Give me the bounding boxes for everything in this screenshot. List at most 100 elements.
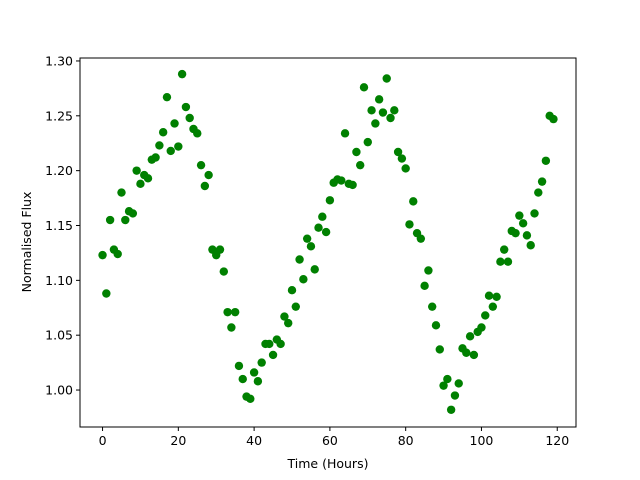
data-point: [499, 245, 509, 254]
data-point: [234, 361, 244, 371]
y-tick-label: 1.05: [45, 328, 73, 343]
data-point: [465, 332, 475, 341]
y-axis-label: Normalised Flux: [19, 192, 34, 293]
data-point: [386, 113, 395, 123]
data-point: [196, 160, 206, 170]
data-point: [166, 146, 175, 156]
data-point: [443, 374, 452, 384]
data-point: [257, 358, 266, 367]
data-point: [204, 170, 213, 180]
data-point: [265, 339, 274, 349]
data-point: [177, 69, 187, 79]
data-point: [287, 286, 297, 295]
data-point: [367, 106, 376, 115]
data-point: [492, 292, 501, 301]
data-point: [348, 180, 357, 190]
data-point: [249, 368, 259, 377]
data-point: [102, 289, 111, 298]
data-point: [219, 267, 228, 276]
data-point: [105, 215, 115, 225]
data-point: [352, 147, 361, 157]
x-tick-label: 20: [170, 433, 186, 448]
y-tick-label: 1.25: [45, 108, 73, 123]
data-point: [284, 318, 293, 328]
data-point: [136, 179, 145, 189]
data-point: [462, 348, 471, 357]
data-point: [174, 142, 183, 151]
data-point: [484, 291, 494, 300]
data-point: [117, 188, 126, 197]
data-point: [390, 106, 399, 115]
data-point: [416, 234, 426, 243]
axes-frame: [79, 57, 577, 428]
data-point: [371, 119, 380, 128]
data-point: [428, 302, 437, 311]
data-point: [382, 74, 391, 83]
data-point: [128, 209, 138, 218]
data-point: [276, 339, 285, 349]
data-point: [143, 174, 153, 183]
data-point: [374, 95, 384, 104]
data-point: [541, 156, 551, 165]
y-tick-label: 1.00: [45, 383, 73, 398]
data-point: [454, 379, 463, 388]
data-point: [537, 177, 547, 186]
data-point: [435, 345, 444, 354]
data-point: [337, 176, 346, 185]
data-point: [409, 197, 418, 206]
data-point: [253, 377, 263, 386]
data-point: [431, 321, 441, 330]
data-point: [132, 166, 141, 175]
data-point: [291, 302, 300, 311]
data-point: [321, 227, 331, 237]
data-point: [98, 250, 107, 260]
data-point: [439, 381, 448, 390]
data-point: [215, 245, 225, 254]
data-point: [314, 223, 323, 232]
data-point: [526, 241, 535, 250]
data-point: [488, 302, 498, 311]
data-point: [446, 405, 456, 414]
data-point: [318, 212, 327, 221]
x-tick-label: 0: [99, 433, 107, 448]
data-point: [397, 154, 407, 163]
x-tick-label: 100: [470, 433, 494, 448]
data-point: [481, 311, 490, 320]
x-axis-label: Time (Hours): [287, 456, 369, 471]
data-point: [185, 113, 194, 123]
data-point: [405, 220, 414, 229]
data-point: [246, 394, 255, 404]
data-point: [227, 323, 236, 332]
data-point: [121, 215, 130, 225]
data-point: [496, 257, 505, 266]
x-tick-label: 40: [246, 433, 262, 448]
data-point: [393, 147, 403, 157]
data-point: [401, 164, 410, 173]
data-point: [503, 257, 513, 266]
data-point: [113, 249, 122, 259]
data-point: [238, 374, 247, 384]
data-point: [268, 350, 278, 360]
data-point: [170, 119, 179, 128]
data-point: [306, 242, 316, 251]
y-tick-label: 1.20: [45, 163, 73, 178]
data-point: [356, 160, 365, 170]
data-point: [340, 129, 350, 138]
data-point: [200, 181, 210, 191]
data-point: [549, 114, 558, 124]
data-point: [151, 153, 160, 162]
x-tick-label: 60: [322, 433, 338, 448]
x-tick-label: 80: [398, 433, 414, 448]
data-point: [515, 211, 524, 220]
data-point: [299, 275, 308, 284]
data-point: [450, 391, 460, 400]
data-point: [534, 188, 543, 197]
data-point: [310, 265, 319, 274]
data-point: [325, 196, 335, 205]
y-tick-label: 1.10: [45, 273, 73, 288]
data-point: [193, 129, 202, 138]
data-point: [230, 307, 240, 317]
data-point: [420, 281, 429, 291]
x-tick-label: 120: [545, 433, 569, 448]
